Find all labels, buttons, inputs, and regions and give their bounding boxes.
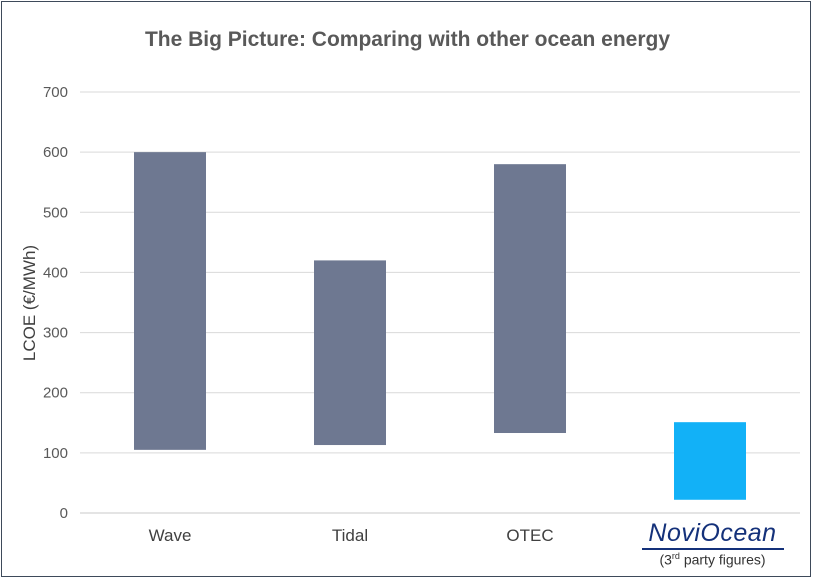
x-category-label: Wave (149, 526, 192, 545)
x-category-label: Tidal (332, 526, 368, 545)
bar-tidal (314, 260, 386, 446)
y-tick-label: 300 (43, 325, 68, 342)
logo-underline (642, 548, 784, 550)
bar-wave (134, 152, 206, 450)
y-axis-label: LCOE (€/MWh) (20, 245, 39, 361)
y-tick-label: 200 (43, 385, 68, 402)
y-tick-label: 400 (43, 264, 68, 281)
x-category-label: OTEC (506, 526, 553, 545)
y-tick-label: 0 (60, 505, 68, 522)
bar-otec (494, 164, 566, 434)
y-tick-label: 700 (43, 84, 68, 101)
bar-noviocean (674, 422, 746, 500)
y-tick-label: 600 (43, 144, 68, 161)
novi-ocean-logo: NoviOcean (648, 519, 777, 547)
y-tick-label: 500 (43, 204, 68, 221)
third-party-note: (3rd party figures) (659, 551, 766, 568)
y-tick-label: 100 (43, 445, 68, 462)
chart-title: The Big Picture: Comparing with other oc… (144, 28, 671, 51)
